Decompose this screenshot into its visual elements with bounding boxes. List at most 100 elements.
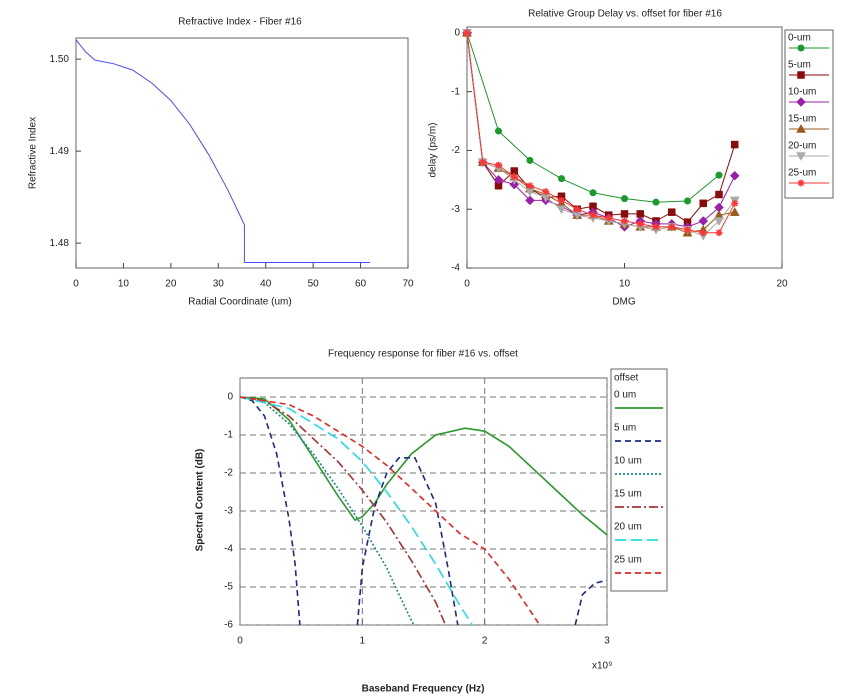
plot-area — [75, 37, 409, 269]
marker — [463, 29, 471, 37]
y-tick-label: 0 — [227, 392, 233, 403]
marker — [729, 207, 740, 216]
marker — [797, 179, 805, 187]
marker — [652, 223, 660, 231]
legend-label: 15 um — [614, 489, 642, 500]
series-line — [239, 396, 608, 536]
marker — [684, 197, 691, 205]
y-tick-label: -2 — [224, 468, 233, 479]
y-tick-label: -4 — [451, 263, 460, 274]
marker — [542, 188, 550, 196]
x-tick-label: 40 — [260, 279, 272, 290]
marker — [558, 196, 565, 204]
marker — [589, 189, 597, 197]
marker — [668, 223, 676, 231]
marker — [558, 175, 565, 183]
y-tick-label: -4 — [224, 544, 233, 555]
y-tick-label: -6 — [224, 620, 233, 631]
marker — [620, 210, 629, 218]
x-tick-label: 70 — [402, 279, 414, 290]
marker — [479, 158, 487, 166]
legend-box — [784, 29, 834, 199]
marker — [668, 208, 676, 216]
marker — [621, 217, 628, 225]
y-tick-label: -3 — [224, 506, 233, 517]
marker — [731, 140, 739, 149]
y-tick-label: 1.49 — [50, 146, 70, 157]
legend-label: 10 um — [614, 456, 642, 467]
legend-label: 20-um — [788, 141, 816, 152]
legend-title: offset — [614, 373, 638, 384]
marker — [495, 127, 502, 135]
marker — [796, 123, 806, 133]
legend-label: 25 um — [614, 555, 642, 566]
marker — [495, 161, 502, 169]
marker — [715, 171, 723, 179]
y-tick-label: 1.50 — [50, 54, 70, 65]
x-tick-label: 2 — [482, 636, 488, 647]
x-tick-label: 30 — [213, 279, 225, 290]
marker — [731, 199, 739, 207]
legend-label: 5 um — [614, 423, 636, 434]
marker — [729, 170, 740, 181]
chart-title: Frequency response for fiber #16 vs. off… — [328, 349, 518, 360]
y-axis-label: Spectral Content (dB) — [195, 449, 206, 552]
x-axis-multiplier: x10⁹ — [592, 661, 612, 672]
x-tick-label: 0 — [464, 279, 470, 290]
marker — [605, 214, 613, 222]
x-tick-label: 3 — [604, 636, 610, 647]
marker — [510, 167, 518, 175]
legend-label: 5-um — [788, 60, 811, 71]
x-tick-label: 20 — [776, 279, 788, 290]
chart-title: Relative Group Delay vs. offset for fibe… — [528, 9, 722, 20]
x-axis-label: Radial Coordinate (um) — [188, 297, 291, 308]
series-line — [75, 39, 371, 263]
legend-label: 20 um — [614, 522, 642, 533]
marker — [526, 182, 534, 190]
marker — [636, 220, 644, 228]
marker — [699, 229, 707, 237]
chart-title: Refractive Index - Fiber #16 — [178, 17, 302, 28]
marker — [589, 202, 597, 211]
x-axis-label: Baseband Frequency (Hz) — [362, 684, 485, 695]
marker — [796, 152, 806, 162]
y-tick-label: -1 — [451, 86, 460, 97]
y-tick-label: -3 — [451, 204, 460, 215]
y-tick-label: 1.48 — [50, 238, 70, 249]
plot-area — [239, 377, 608, 626]
x-tick-label: 1 — [360, 636, 366, 647]
legend-box — [610, 368, 668, 592]
y-tick-label: -1 — [224, 430, 233, 441]
marker — [589, 211, 597, 219]
marker — [715, 229, 723, 237]
x-axis-label: DMG — [612, 297, 636, 308]
y-tick-label: 0 — [454, 28, 460, 39]
marker — [573, 205, 581, 213]
marker — [684, 226, 691, 234]
series-line — [239, 396, 541, 626]
marker — [510, 173, 518, 181]
x-tick-label: 60 — [355, 279, 367, 290]
marker — [525, 195, 535, 206]
legend-label: 15-um — [788, 114, 816, 125]
marker — [797, 71, 805, 79]
y-axis-label: Refractive Index — [28, 117, 39, 189]
series-line — [239, 396, 608, 626]
legend-label: 10-um — [788, 87, 816, 98]
marker — [556, 205, 567, 215]
x-tick-label: 50 — [308, 279, 320, 290]
series-line — [239, 396, 447, 626]
marker — [715, 190, 723, 199]
legend-label: 0 um — [614, 390, 636, 401]
y-axis-label: delay (ps/m) — [428, 122, 439, 177]
y-tick-label: -2 — [451, 145, 460, 156]
marker — [636, 210, 644, 218]
legend-label: 25-um — [788, 168, 816, 179]
x-tick-label: 20 — [165, 279, 177, 290]
marker — [699, 199, 707, 208]
marker — [797, 44, 805, 52]
marker — [493, 174, 504, 185]
marker — [714, 217, 724, 226]
